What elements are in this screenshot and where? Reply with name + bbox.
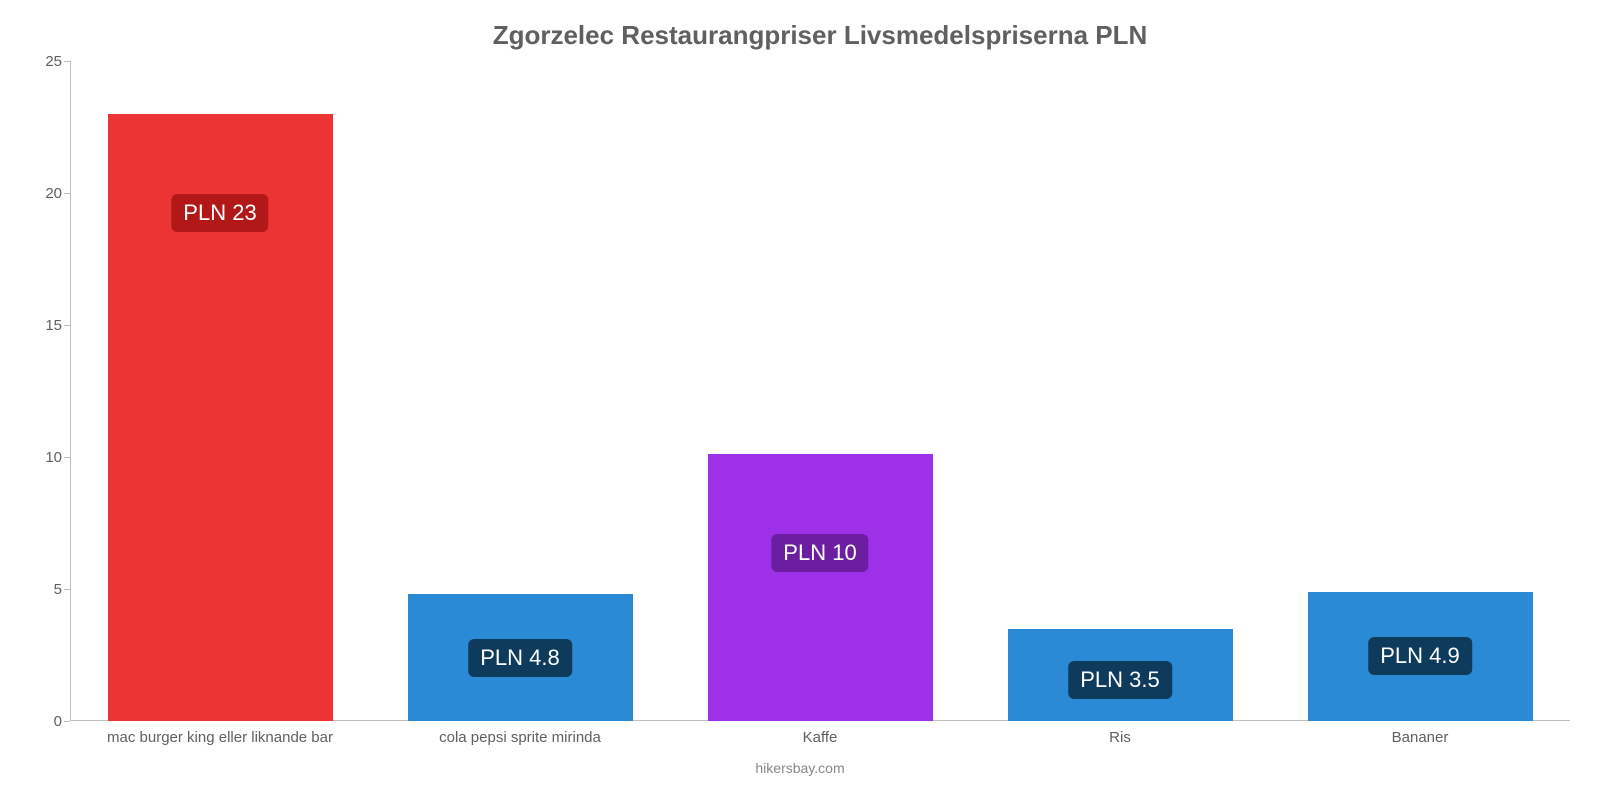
- chart-container: Zgorzelec Restaurangpriser Livsmedelspri…: [0, 0, 1600, 800]
- x-category-label: Bananer: [1392, 729, 1449, 746]
- y-tick-mark: [64, 589, 70, 590]
- x-category-label: Ris: [1109, 729, 1131, 746]
- y-tick-label: 25: [30, 53, 62, 70]
- y-tick-label: 0: [30, 713, 62, 730]
- y-tick-label: 15: [30, 317, 62, 334]
- y-tick-mark: [64, 193, 70, 194]
- attribution-text: hikersbay.com: [755, 760, 844, 776]
- value-badge: PLN 3.5: [1068, 661, 1172, 699]
- value-badge: PLN 4.9: [1368, 637, 1472, 675]
- y-tick-mark: [64, 325, 70, 326]
- y-tick-mark: [64, 457, 70, 458]
- x-category-label: mac burger king eller liknande bar: [107, 729, 333, 746]
- chart-title: Zgorzelec Restaurangpriser Livsmedelspri…: [70, 20, 1570, 51]
- bars-layer: PLN 23 PLN 4.8 PLN 10 PLN 3.5 PLN 4.9: [70, 61, 1570, 721]
- y-tick-label: 10: [30, 449, 62, 466]
- y-tick-label: 5: [30, 581, 62, 598]
- x-category-label: cola pepsi sprite mirinda: [439, 729, 601, 746]
- plot-area: PLN 23PLN 4.8PLN 10PLN 3.5PLN 4.9 051015…: [70, 61, 1570, 721]
- x-category-label: Kaffe: [803, 729, 838, 746]
- value-badge: PLN 23: [171, 194, 268, 232]
- y-tick-label: 20: [30, 185, 62, 202]
- y-tick-mark: [64, 61, 70, 62]
- bar: [708, 454, 933, 721]
- y-tick-mark: [64, 721, 70, 722]
- value-badge: PLN 4.8: [468, 639, 572, 677]
- value-badge: PLN 10: [771, 534, 868, 572]
